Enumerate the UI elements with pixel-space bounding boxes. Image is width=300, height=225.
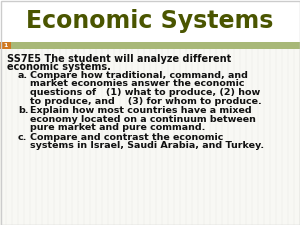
Text: economy located on a continuum between: economy located on a continuum between	[30, 115, 256, 124]
Text: questions of   (1) what to produce, (2) how: questions of (1) what to produce, (2) ho…	[30, 88, 260, 97]
Text: Compare and contrast the economic: Compare and contrast the economic	[30, 133, 224, 142]
Text: systems in Israel, Saudi Arabia, and Turkey.: systems in Israel, Saudi Arabia, and Tur…	[30, 142, 264, 151]
Text: economic systems.: economic systems.	[7, 62, 111, 72]
Text: 1: 1	[3, 43, 8, 48]
Text: c.: c.	[18, 133, 27, 142]
Text: Explain how most countries have a mixed: Explain how most countries have a mixed	[30, 106, 252, 115]
Text: SS7E5 The student will analyze different: SS7E5 The student will analyze different	[7, 54, 231, 64]
Bar	[0, 42, 300, 49]
Text: to produce, and    (3) for whom to produce.: to produce, and (3) for whom to produce.	[30, 97, 262, 106]
Text: b.: b.	[18, 106, 28, 115]
Text: Compare how traditional, command, and: Compare how traditional, command, and	[30, 71, 248, 80]
Text: market economies answer the economic: market economies answer the economic	[30, 79, 244, 88]
Bar	[0, 42, 11, 49]
Bar	[0, 0, 300, 42]
Text: a.: a.	[18, 71, 28, 80]
Text: Economic Systems: Economic Systems	[26, 9, 274, 33]
Text: pure market and pure command.: pure market and pure command.	[30, 123, 206, 132]
